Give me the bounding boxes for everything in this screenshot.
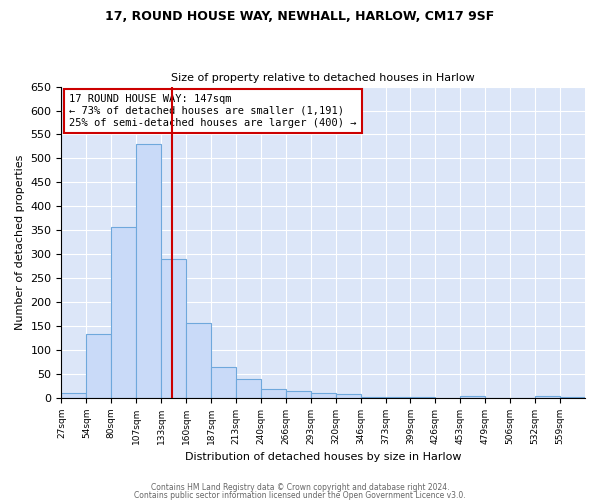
Bar	[136, 144, 161, 398]
Bar	[361, 396, 386, 398]
Bar	[311, 394, 335, 398]
Bar	[560, 396, 585, 398]
Text: Contains HM Land Registry data © Crown copyright and database right 2024.: Contains HM Land Registry data © Crown c…	[151, 484, 449, 492]
Bar	[286, 391, 311, 398]
Bar	[535, 396, 560, 398]
Text: 17 ROUND HOUSE WAY: 147sqm
← 73% of detached houses are smaller (1,191)
25% of s: 17 ROUND HOUSE WAY: 147sqm ← 73% of deta…	[69, 94, 357, 128]
Text: 17, ROUND HOUSE WAY, NEWHALL, HARLOW, CM17 9SF: 17, ROUND HOUSE WAY, NEWHALL, HARLOW, CM…	[106, 10, 494, 23]
Bar	[386, 396, 410, 398]
Text: Contains public sector information licensed under the Open Government Licence v3: Contains public sector information licen…	[134, 490, 466, 500]
Bar	[460, 396, 485, 398]
Bar	[335, 394, 361, 398]
Bar	[236, 379, 261, 398]
Title: Size of property relative to detached houses in Harlow: Size of property relative to detached ho…	[172, 73, 475, 83]
X-axis label: Distribution of detached houses by size in Harlow: Distribution of detached houses by size …	[185, 452, 461, 462]
Bar	[186, 323, 211, 398]
Bar	[161, 259, 186, 398]
Bar	[111, 227, 136, 398]
Bar	[211, 367, 236, 398]
Y-axis label: Number of detached properties: Number of detached properties	[15, 154, 25, 330]
Bar	[261, 390, 286, 398]
Bar	[61, 394, 86, 398]
Bar	[86, 334, 111, 398]
Bar	[410, 396, 436, 398]
